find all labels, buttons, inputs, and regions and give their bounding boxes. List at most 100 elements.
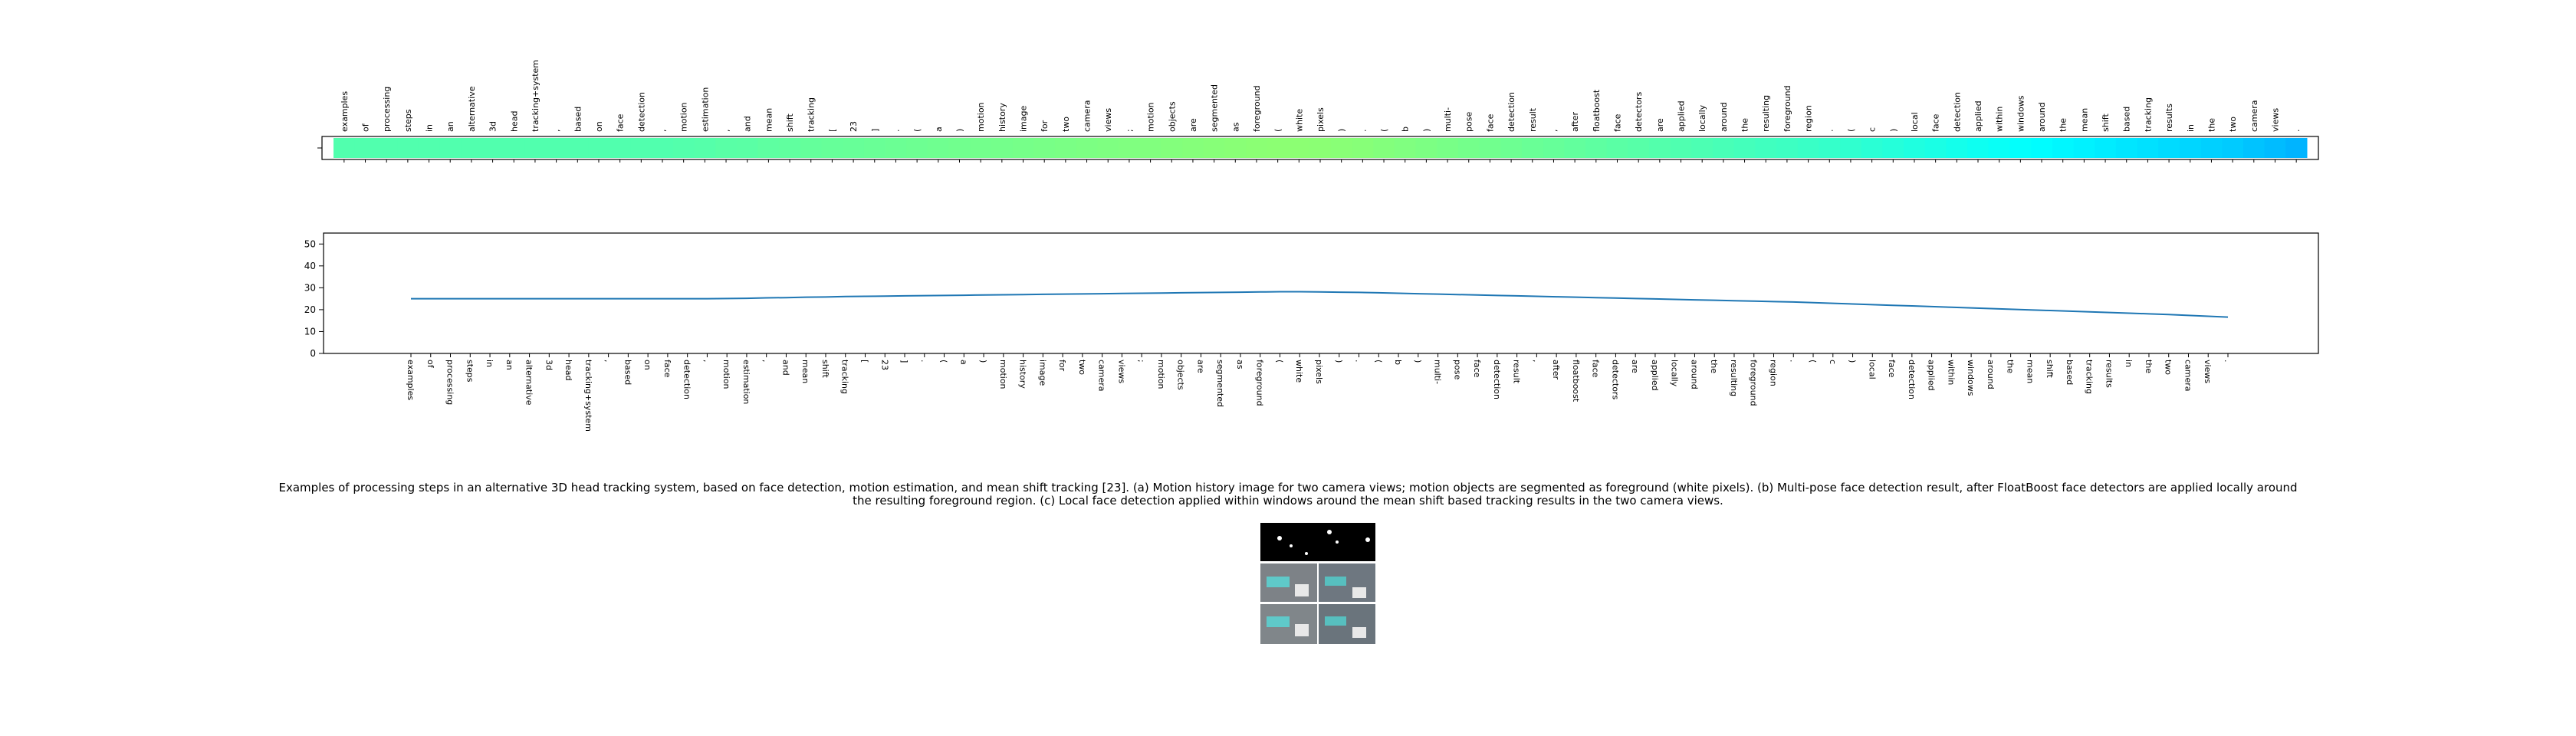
x-tick-label: [ <box>860 360 870 363</box>
heatmap-cell <box>1119 138 1141 158</box>
x-tick-label: ( <box>1379 129 1389 132</box>
x-tick-label: detection <box>636 92 646 132</box>
heatmap-cell <box>2073 138 2095 158</box>
x-tick-label: face <box>1472 360 1482 378</box>
x-tick-label: foreground <box>1252 85 1262 132</box>
x-tick-label: . <box>1788 360 1798 363</box>
x-tick-label: head <box>509 111 519 132</box>
x-tick-label: objects <box>1176 360 1186 390</box>
x-tick-label: 3d <box>488 121 498 132</box>
x-tick-label: tracking <box>2085 360 2095 394</box>
x-tick-label: applied <box>1677 100 1687 132</box>
heatmap-cell <box>1564 138 1586 158</box>
x-tick-label: shift <box>2045 360 2055 378</box>
heatmap-cell <box>439 138 462 158</box>
x-tick-label: . <box>891 130 901 133</box>
x-tick-label: are <box>1655 118 1665 132</box>
x-tick-label: ( <box>912 129 922 132</box>
x-tick-label: views <box>1103 108 1113 132</box>
y-tick-label: 10 <box>304 326 316 337</box>
heatmap-cell <box>1352 138 1374 158</box>
heatmap-cell <box>630 138 652 158</box>
x-tick-label: ( <box>1846 129 1856 132</box>
x-tick-label: detection <box>1952 92 1962 132</box>
heatmap-cell <box>376 138 398 158</box>
heatmap-cell <box>1755 138 1777 158</box>
x-tick-label: of <box>426 360 435 369</box>
heatmap-cell <box>397 138 419 158</box>
x-tick-label: in <box>485 360 495 367</box>
x-tick-label: after <box>1570 111 1580 132</box>
x-tick-label: c <box>1868 127 1878 132</box>
x-tick-label: 23 <box>879 360 889 370</box>
heatmap-cell <box>1097 138 1119 158</box>
x-tick-label: ] <box>899 360 909 363</box>
heatmap-cell <box>2137 138 2159 158</box>
heatmap-cell <box>1224 138 1247 158</box>
x-tick-label: processing <box>445 360 455 405</box>
heatmap-cell <box>1840 138 1862 158</box>
x-tick-label: shift <box>785 113 795 132</box>
x-tick-label: ; <box>1136 360 1146 363</box>
x-tick-label: face <box>662 360 672 378</box>
x-tick-label: based <box>2065 360 2075 385</box>
heatmap-cell <box>1330 138 1353 158</box>
heatmap-cell <box>821 138 843 158</box>
x-tick-label: on <box>594 121 604 132</box>
x-tick-label: are <box>1630 360 1640 373</box>
heatmap-cell <box>2264 138 2286 158</box>
heatmap-cell <box>800 138 823 158</box>
x-tick-label: estimation <box>741 360 751 404</box>
x-tick-label: on <box>642 360 652 370</box>
x-tick-label: and <box>743 116 753 132</box>
heatmap-cell <box>2095 138 2117 158</box>
x-tick-label: floatboost <box>1592 89 1602 132</box>
x-tick-label: region <box>1804 105 1814 132</box>
heatmap-cell <box>1585 138 1608 158</box>
x-tick-label: applied <box>1927 360 1937 391</box>
x-tick-label: b <box>1393 360 1403 365</box>
heatmap-cell <box>1691 138 1714 158</box>
x-tick-label: ) <box>1848 360 1858 363</box>
x-tick-label: face <box>1931 113 1941 132</box>
heatmap-cell <box>334 138 356 158</box>
heatmap-cell <box>1988 138 2011 158</box>
heatmap-cell <box>481 138 504 158</box>
x-tick-label: . <box>2292 130 2302 133</box>
x-tick-label: ( <box>1373 360 1383 363</box>
x-tick-label: the <box>1740 118 1750 132</box>
heatmap-cell <box>1500 138 1523 158</box>
heatmap-cell <box>1882 138 1904 158</box>
x-tick-label: applied <box>1973 100 1983 132</box>
x-tick-label: detectors <box>1634 92 1644 132</box>
x-tick-label: ) <box>1337 129 1347 132</box>
x-tick-label: processing <box>382 87 392 132</box>
heatmap-cell <box>1543 138 1565 158</box>
x-tick-label: views <box>1116 360 1126 383</box>
heatmap-cell <box>694 138 716 158</box>
heatmap-cell <box>1076 138 1098 158</box>
x-tick-label: ) <box>955 129 964 132</box>
x-tick-label: . <box>1354 360 1364 363</box>
x-tick-label: . <box>1825 130 1835 133</box>
heatmap-cell <box>2179 138 2202 158</box>
x-tick-label: as <box>1230 122 1240 132</box>
heatmap-cell <box>672 138 695 158</box>
x-tick-label: tracking <box>840 360 850 394</box>
x-tick-label: the <box>2006 360 2016 373</box>
x-tick-label: face <box>1485 113 1495 132</box>
x-tick-label: based <box>623 360 632 385</box>
x-tick-label: face <box>616 113 626 132</box>
heatmap-cell <box>1967 138 1990 158</box>
x-tick-label: steps <box>403 109 413 132</box>
heatmap-cell <box>1139 138 1162 158</box>
x-tick-label: multi- <box>1443 107 1453 132</box>
heatmap-cell <box>2242 138 2266 158</box>
x-tick-label: face <box>1612 113 1622 132</box>
heatmap-cell <box>1457 138 1480 158</box>
x-tick-label: around <box>1986 360 1996 389</box>
x-tick-label: 3d <box>544 360 554 370</box>
x-tick-label: segmented <box>1210 84 1220 132</box>
x-tick-label: history <box>1018 360 1028 389</box>
